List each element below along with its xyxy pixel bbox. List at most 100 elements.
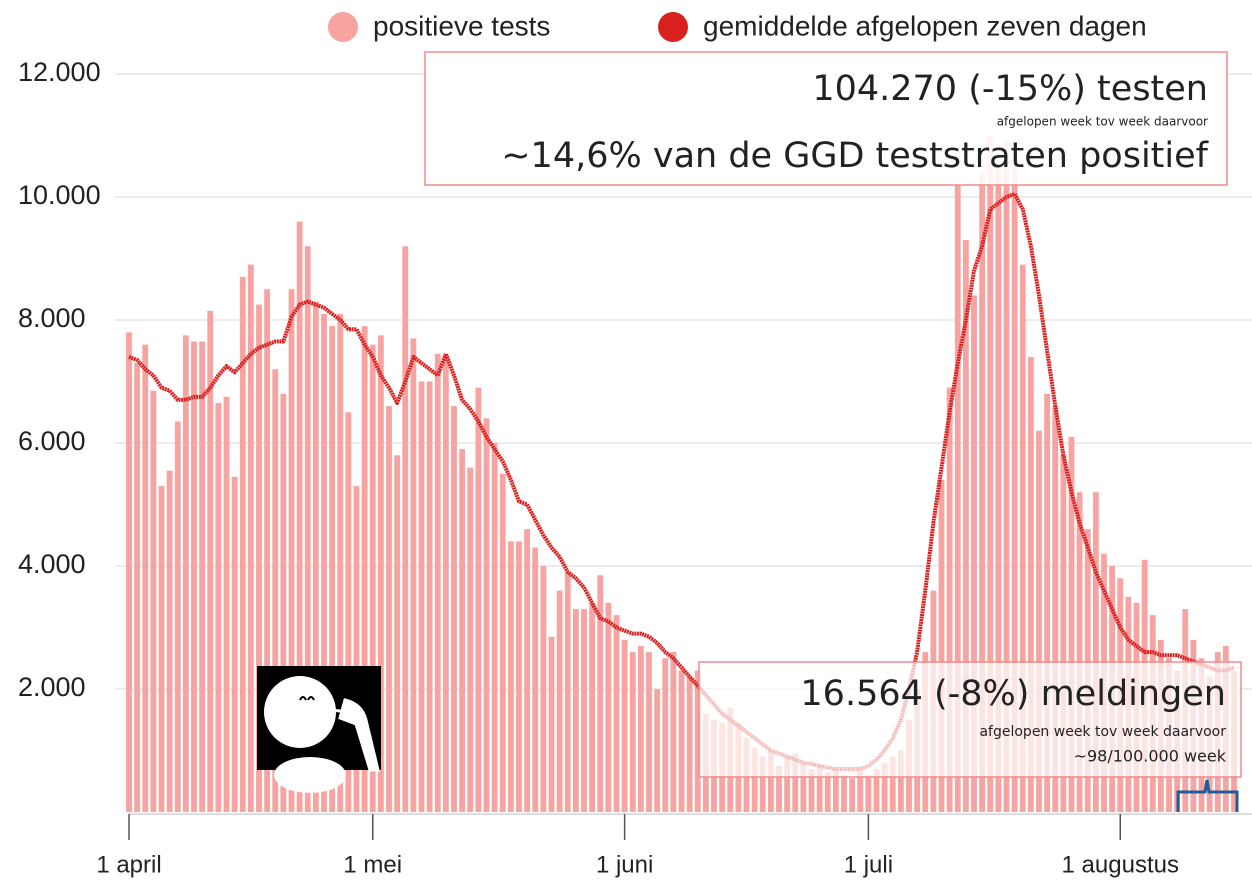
y-tick-label: 8.000: [18, 303, 86, 333]
bar: [670, 652, 677, 812]
bar: [1052, 406, 1059, 812]
bar: [995, 166, 1002, 812]
bar: [987, 135, 994, 812]
bar: [1076, 492, 1083, 812]
bar: [231, 476, 238, 812]
bar: [126, 332, 132, 812]
bar: [256, 304, 262, 812]
bar: [873, 768, 880, 812]
bar: [597, 575, 604, 812]
annotation-text: 16.564 (-8%) meldingen: [800, 674, 1226, 714]
bar: [247, 264, 254, 812]
bar: [832, 768, 839, 812]
bar: [1027, 356, 1034, 812]
bar: [971, 295, 977, 812]
bar: [686, 676, 693, 812]
x-tick-label: 1 juni: [596, 851, 653, 878]
average-line: [128, 191, 1235, 771]
annotation-box: [698, 661, 1242, 778]
bar: [808, 768, 815, 812]
bar: [897, 750, 904, 812]
bar: [962, 240, 969, 813]
bar: [142, 344, 149, 812]
legend-label: gemiddelde afgelopen zeven dagen: [703, 10, 1147, 41]
bar: [946, 387, 953, 812]
bar: [881, 762, 888, 812]
bar: [654, 689, 661, 812]
bar: [451, 406, 457, 812]
bar: [849, 778, 856, 812]
bar: [581, 609, 587, 812]
bar: [694, 670, 701, 812]
y-tick-label: 4.000: [18, 549, 86, 579]
bar: [434, 353, 441, 812]
bar: [174, 421, 181, 812]
bar: [1036, 430, 1042, 812]
bar: [304, 246, 311, 812]
annotation-text: 104.270 (-15%) testen: [812, 69, 1208, 109]
bar: [564, 572, 571, 812]
bar: [637, 645, 644, 812]
x-tick-label: 1 augustus: [1062, 851, 1179, 878]
bar: [296, 221, 303, 813]
legend: positieve tests gemiddelde afgelopen zeve…: [328, 10, 1147, 42]
bar: [288, 289, 295, 812]
bar: [386, 406, 392, 812]
bar: [199, 341, 206, 812]
bar: [353, 486, 360, 812]
bar: [605, 602, 612, 812]
bar: [776, 765, 782, 812]
legend-marker: [328, 12, 358, 42]
bar: [150, 390, 157, 812]
bar: [678, 670, 685, 812]
bracket: [1176, 779, 1239, 812]
bar: [1003, 141, 1010, 812]
bar: [759, 756, 766, 812]
bar: [191, 341, 197, 812]
bar: [134, 363, 141, 812]
x-tick-label: 1 april: [96, 851, 161, 878]
y-tick-label: 10.000: [18, 180, 101, 210]
bar: [426, 381, 433, 812]
bar: [321, 313, 327, 812]
bar: [272, 369, 279, 812]
bar: [499, 473, 506, 812]
bar: [166, 470, 173, 812]
plot-area: 2.000 4.000 6.000 8.000 10.000 12.000 1 april 1…: [18, 57, 1252, 878]
bar: [1060, 455, 1067, 812]
bar: [865, 775, 872, 812]
annotation-text: ~14,6% van de GGD teststraten positief: [501, 136, 1208, 176]
bar: [751, 747, 758, 812]
bar: [207, 310, 214, 812]
bar: [377, 335, 384, 812]
bar: [938, 479, 945, 812]
bar: [312, 301, 319, 812]
annotation-subtext: ~98/100.000 week: [1074, 747, 1227, 766]
bar: [662, 658, 669, 812]
bar: [524, 529, 531, 812]
bar: [857, 768, 864, 812]
bar: [215, 403, 222, 812]
bar: [1044, 393, 1051, 812]
bar: [979, 172, 986, 812]
bar: [442, 356, 449, 812]
bar: [345, 412, 352, 812]
bar: [369, 344, 376, 812]
bar: [841, 775, 847, 812]
x-tick-label: 1 juli: [844, 851, 893, 878]
bar: [800, 762, 807, 812]
test-icon: [257, 666, 381, 793]
bar: [483, 418, 490, 812]
bar: [646, 652, 652, 812]
bar: [589, 602, 596, 812]
bar: [621, 639, 628, 812]
bar: [459, 449, 466, 812]
annotation-box: [424, 51, 1228, 186]
bar: [889, 756, 896, 812]
bar: [824, 772, 831, 812]
bar: [394, 455, 401, 812]
bar: [540, 566, 547, 812]
bar: [467, 467, 474, 812]
bar: [507, 541, 514, 812]
bar: [158, 486, 165, 812]
